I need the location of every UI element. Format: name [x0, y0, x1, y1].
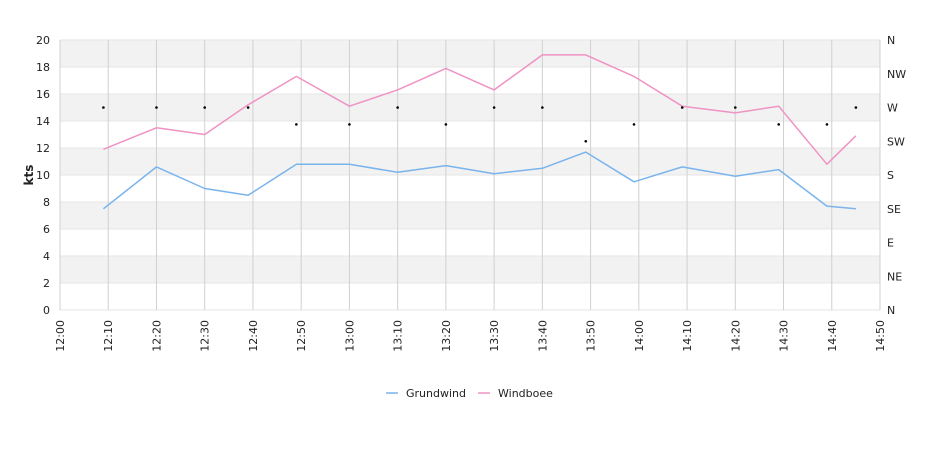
- y-tick-label: 16: [36, 88, 50, 101]
- x-tick-label: 14:00: [633, 320, 646, 352]
- right-tick-label: S: [887, 169, 894, 182]
- direction-point: [680, 106, 684, 109]
- legend-item-label: Grundwind: [406, 387, 466, 400]
- direction-point: [584, 139, 588, 143]
- x-tick-label: 13:20: [440, 320, 453, 352]
- plot-bands: [60, 40, 880, 283]
- y-axis-ticks: 0 2 4 6 8 10 12 14 16 18 20: [36, 34, 50, 317]
- x-tick-label: 12:00: [54, 320, 67, 352]
- direction-point: [541, 106, 544, 109]
- plot-band: [60, 40, 880, 67]
- x-tick-label: 14:40: [826, 320, 839, 352]
- plot-band: [60, 148, 880, 175]
- legend: Grundwind Windboee: [386, 387, 553, 400]
- right-tick-label: NE: [887, 270, 902, 283]
- y-axis-title: kts: [22, 165, 36, 186]
- x-tick-label: 13:50: [585, 320, 598, 352]
- x-tick-label: 13:30: [488, 320, 501, 352]
- x-axis-ticks: 12:00 12:10 12:20 12:30 12:40 12:50 13:00 13:10…: [54, 320, 887, 352]
- y-tick-label: 4: [43, 250, 50, 263]
- y-tick-label: 20: [36, 34, 50, 47]
- y-tick-label: 0: [43, 304, 50, 317]
- y-tick-label: 14: [36, 115, 50, 128]
- x-tick-label: 12:40: [247, 320, 260, 352]
- right-tick-label: SW: [887, 135, 905, 148]
- series-lines: [102, 54, 857, 210]
- plot-band: [60, 94, 880, 121]
- y-tick-label: 8: [43, 196, 50, 209]
- x-tick-label: 13:00: [343, 320, 356, 352]
- x-tick-label: 13:10: [392, 320, 405, 352]
- grid-lines: [59, 39, 881, 311]
- right-tick-label: W: [887, 102, 898, 115]
- direction-point: [203, 106, 207, 109]
- x-tick-label: 12:30: [199, 320, 212, 352]
- legend-item-label: Windboee: [498, 387, 553, 400]
- direction-point: [825, 123, 829, 126]
- direction-point: [155, 106, 158, 109]
- plot-band: [60, 202, 880, 229]
- direction-point: [854, 106, 858, 109]
- direction-point: [396, 106, 399, 109]
- series-line: [103, 54, 857, 165]
- x-tick-label: 14:10: [681, 320, 694, 352]
- x-tick-label: 12:10: [102, 320, 115, 352]
- y-tick-label: 18: [36, 61, 50, 74]
- direction-point: [295, 123, 298, 126]
- direction-point: [632, 123, 636, 126]
- y-tick-label: 6: [43, 223, 50, 236]
- direction-point: [246, 106, 250, 109]
- x-tick-label: 13:40: [536, 320, 549, 352]
- right-tick-label: NW: [887, 68, 906, 81]
- x-tick-label: 14:30: [778, 320, 791, 352]
- x-tick-label: 14:50: [874, 320, 887, 352]
- right-axis-ticks: N NE E SE S SW W NW N: [887, 34, 906, 317]
- y-tick-label: 10: [36, 169, 50, 182]
- right-tick-label: N: [887, 304, 895, 317]
- direction-point: [777, 123, 781, 126]
- right-tick-label: N: [887, 34, 895, 47]
- y-tick-label: 12: [36, 142, 50, 155]
- direction-point: [492, 106, 496, 109]
- direction-point: [444, 123, 448, 126]
- series-line: [102, 151, 856, 210]
- direction-point: [733, 106, 737, 109]
- plot-band: [60, 256, 880, 283]
- x-tick-label: 14:20: [729, 320, 742, 352]
- direction-points: [102, 106, 858, 143]
- x-tick-label: 12:50: [295, 320, 308, 352]
- right-tick-label: E: [887, 237, 894, 250]
- right-tick-label: SE: [887, 203, 901, 216]
- direction-point: [348, 123, 351, 126]
- direction-point: [102, 106, 105, 109]
- y-tick-label: 2: [43, 277, 50, 290]
- x-tick-label: 12:20: [150, 320, 163, 352]
